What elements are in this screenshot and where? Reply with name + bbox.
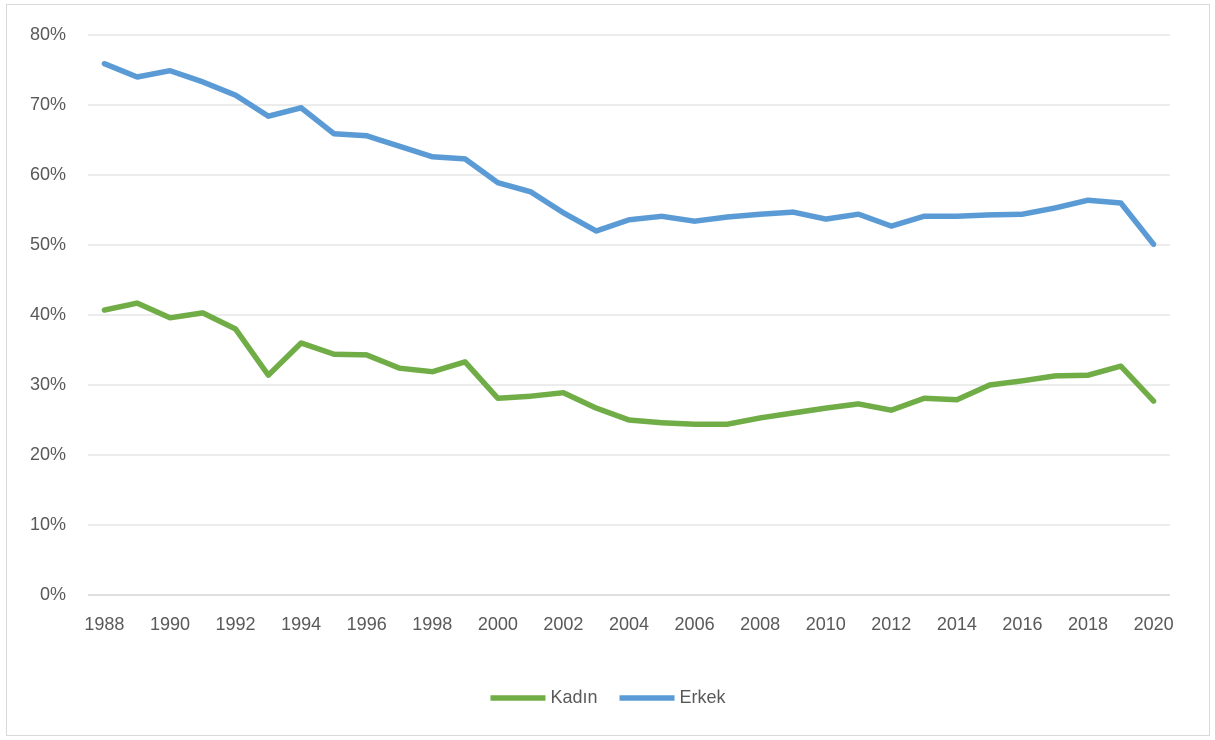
chart-frame bbox=[6, 4, 1210, 736]
y-tick-label: 50% bbox=[30, 234, 66, 254]
x-tick-label: 1988 bbox=[84, 614, 124, 634]
x-tick-label: 2014 bbox=[937, 614, 977, 634]
y-tick-label: 60% bbox=[30, 164, 66, 184]
y-tick-label: 70% bbox=[30, 94, 66, 114]
x-tick-label: 1998 bbox=[412, 614, 452, 634]
x-tick-label: 2020 bbox=[1134, 614, 1174, 634]
legend-label: Kadın bbox=[550, 687, 597, 707]
x-tick-label: 2002 bbox=[543, 614, 583, 634]
x-tick-label: 2016 bbox=[1002, 614, 1042, 634]
x-tick-label: 2010 bbox=[806, 614, 846, 634]
y-tick-label: 20% bbox=[30, 444, 66, 464]
x-tick-label: 2008 bbox=[740, 614, 780, 634]
x-tick-label: 1996 bbox=[347, 614, 387, 634]
legend-label: Erkek bbox=[680, 687, 727, 707]
y-tick-label: 30% bbox=[30, 374, 66, 394]
x-tick-label: 2000 bbox=[478, 614, 518, 634]
x-tick-label: 1992 bbox=[216, 614, 256, 634]
x-tick-label: 1994 bbox=[281, 614, 321, 634]
y-tick-label: 0% bbox=[40, 584, 66, 604]
x-tick-label: 2006 bbox=[675, 614, 715, 634]
y-tick-label: 10% bbox=[30, 514, 66, 534]
x-tick-label: 1990 bbox=[150, 614, 190, 634]
line-series bbox=[101, 60, 1157, 248]
line-series bbox=[101, 300, 1157, 427]
y-tick-label: 40% bbox=[30, 304, 66, 324]
x-tick-label: 2018 bbox=[1068, 614, 1108, 634]
x-tick-label: 2004 bbox=[609, 614, 649, 634]
x-tick-label: 2012 bbox=[871, 614, 911, 634]
y-tick-label: 80% bbox=[30, 24, 66, 44]
